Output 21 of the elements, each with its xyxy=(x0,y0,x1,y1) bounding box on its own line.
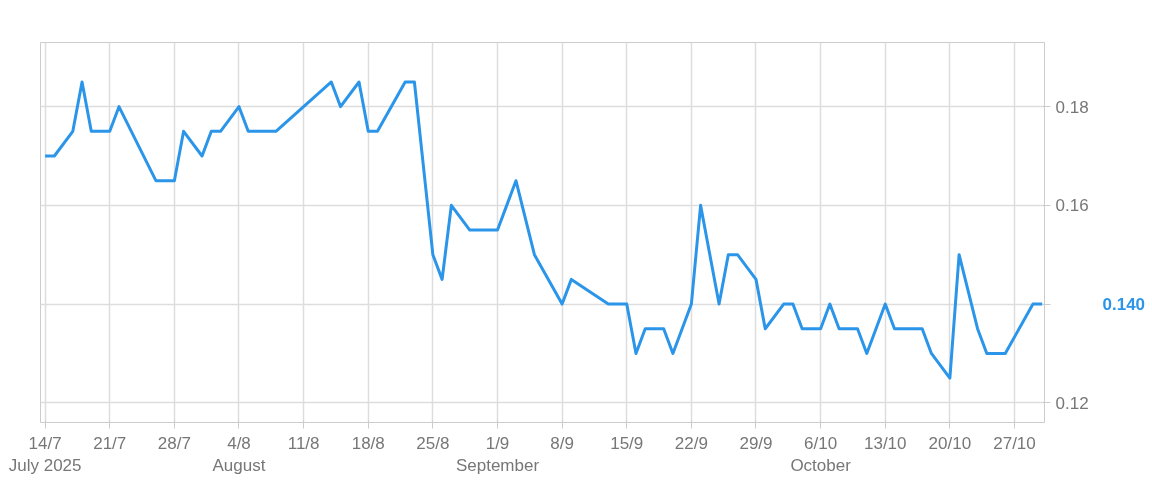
x-tick-label: 20/10 xyxy=(928,433,972,453)
x-tick-label: 6/10 October xyxy=(790,433,852,476)
x-tick-label: 14/7 July 2025 xyxy=(8,433,82,476)
x-tick-label: 29/9 xyxy=(739,433,773,453)
x-tick-label: 15/9 xyxy=(610,433,644,453)
x-tick-label: 11/8 xyxy=(287,433,320,453)
y-tick-label: 0.18 xyxy=(1055,97,1089,117)
x-tick-label: 28/7 xyxy=(157,433,191,453)
x-tick-label: 25/8 xyxy=(416,433,450,453)
text: 0.140 xyxy=(1102,295,1146,315)
x-tick-label: 22/9 xyxy=(674,433,708,453)
x-tick-label: 8/9 xyxy=(550,433,574,453)
x-tick-label: 21/7 xyxy=(93,433,127,453)
x-tick-label: 13/10 xyxy=(863,433,907,453)
y-tick-label: 0.12 xyxy=(1055,393,1089,413)
x-tick-label: 27/10 xyxy=(993,433,1036,453)
x-tick-label: 4/8 August xyxy=(212,433,266,476)
y-tick-label: 0.16 xyxy=(1055,196,1089,216)
x-tick-label: 18/8 xyxy=(351,433,385,453)
line-series xyxy=(43,80,1044,380)
x-tick-label: 1/9 September xyxy=(455,433,540,476)
